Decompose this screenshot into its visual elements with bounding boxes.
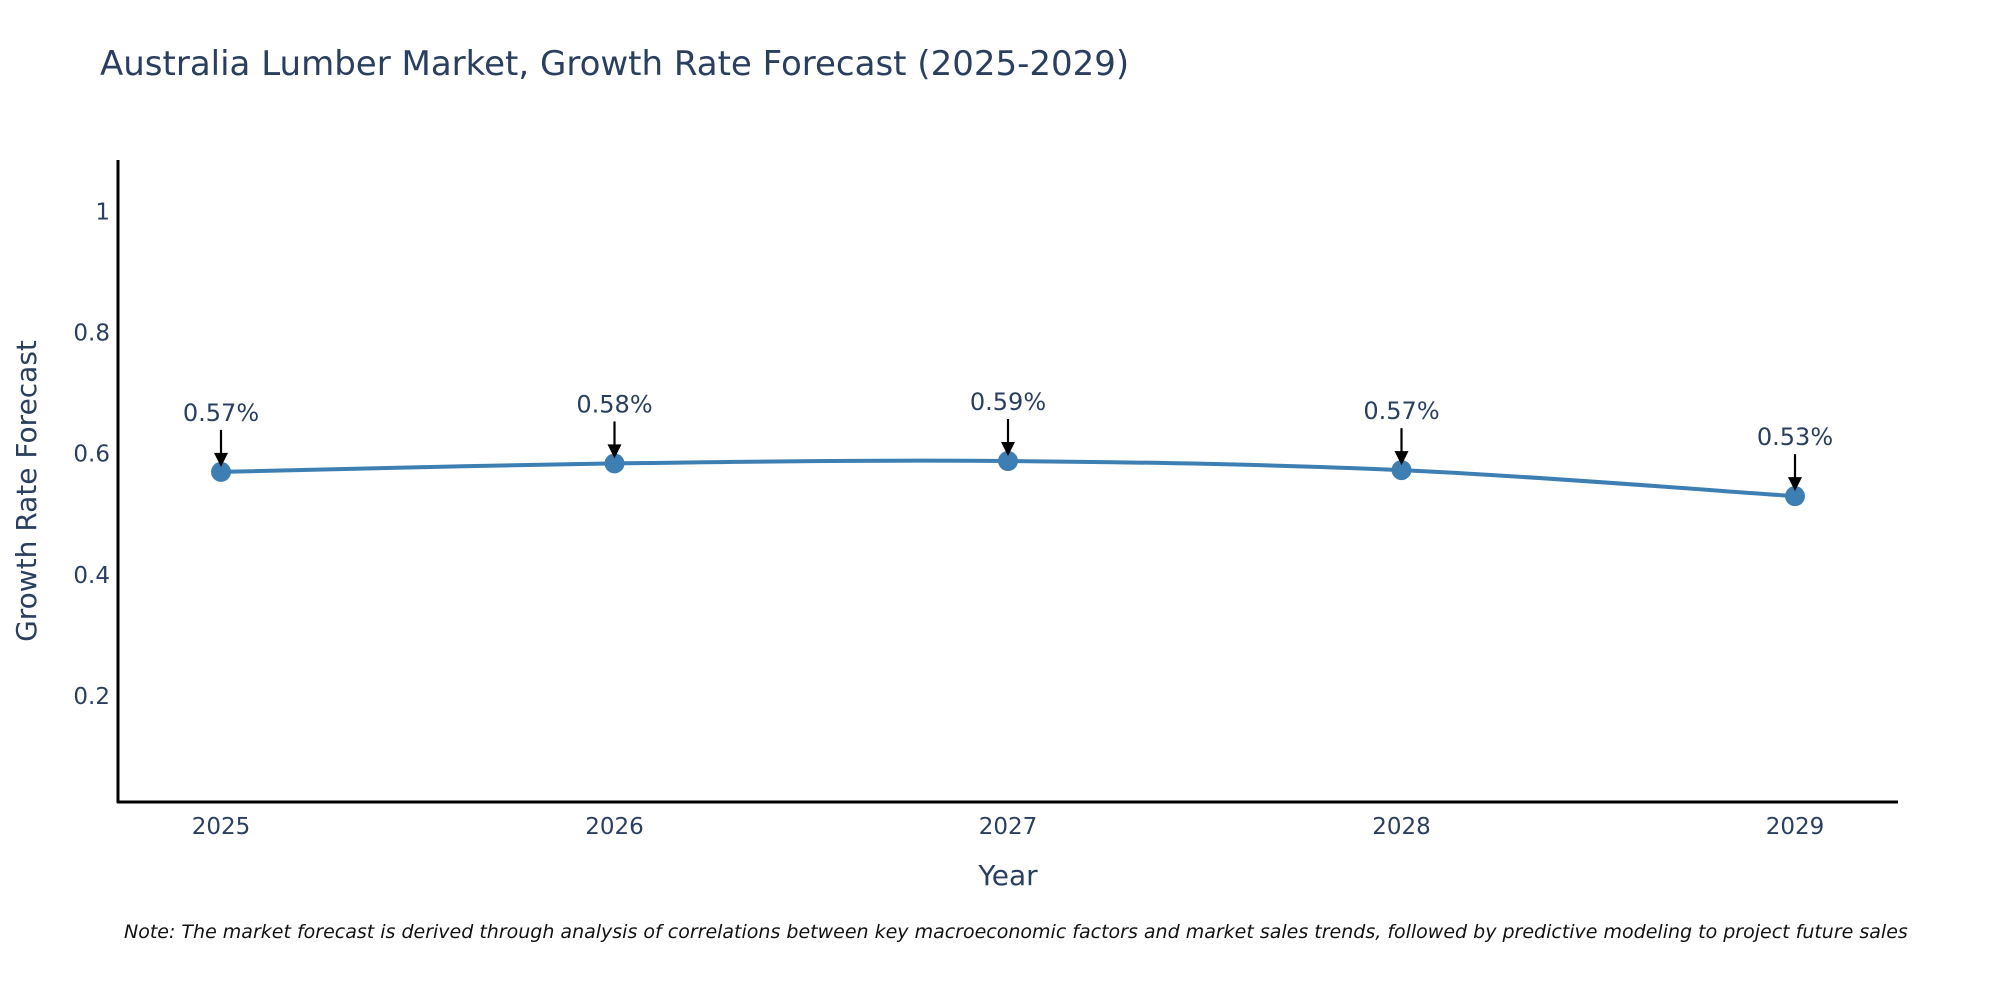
x-tick-label: 2026 [585, 814, 644, 840]
x-tick-label: 2029 [1766, 814, 1825, 840]
data-point [1391, 460, 1412, 481]
annotation-arrow-head [1788, 477, 1802, 492]
data-label: 0.53% [1757, 423, 1833, 451]
annotations-group: 0.57% 0.58% 0.59% 0.57% 0.53% [183, 388, 1833, 492]
y-tick-label: 0.8 [73, 321, 110, 347]
data-label: 0.58% [576, 390, 652, 418]
x-axis-title: Year [977, 859, 1038, 892]
annotation-arrow-head [1001, 442, 1015, 457]
y-tick-labels: 0.2 0.4 0.6 0.8 1 [73, 199, 110, 710]
annotation-arrow-head [1394, 451, 1409, 466]
data-point [604, 453, 625, 474]
data-label: 0.57% [183, 399, 259, 427]
footnote: Note: The market forecast is derived thr… [124, 921, 1908, 943]
annotation-arrow-head [214, 452, 228, 467]
chart-title: Australia Lumber Market, Growth Rate For… [100, 44, 1130, 84]
data-label: 0.57% [1363, 397, 1439, 425]
x-tick-label: 2027 [979, 814, 1038, 840]
y-tick-label: 0.4 [73, 563, 110, 589]
axes [116, 160, 1898, 804]
data-point [211, 461, 231, 482]
data-point [998, 451, 1018, 472]
y-axis-title: Growth Rate Forecast [10, 340, 43, 642]
x-tick-labels: 2025 2026 2027 2028 2029 [192, 814, 1825, 840]
data-label: 0.59% [970, 388, 1046, 416]
x-tick-label: 2025 [192, 814, 251, 840]
x-tick-label: 2028 [1372, 814, 1431, 840]
series-group [211, 451, 1805, 507]
y-tick-label: 0.2 [73, 684, 110, 710]
data-point [1785, 486, 1805, 507]
y-tick-label: 1 [95, 199, 110, 225]
y-tick-label: 0.6 [73, 442, 110, 468]
annotation-arrow-head [607, 444, 622, 459]
